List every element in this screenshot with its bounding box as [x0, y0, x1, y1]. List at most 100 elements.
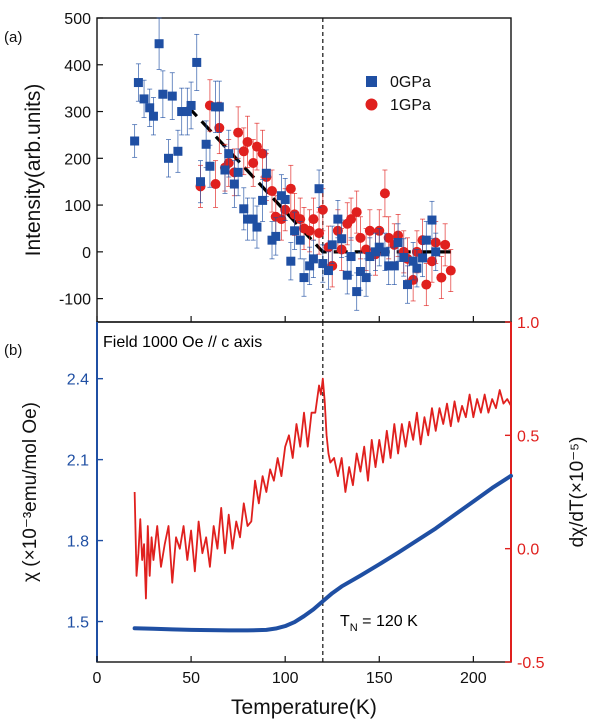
data-point-0gpa [133, 78, 143, 88]
data-point-0gpa [243, 214, 253, 224]
data-point-0gpa [248, 214, 258, 224]
data-point-1gpa [251, 141, 262, 152]
data-point-1gpa [304, 225, 315, 236]
tn-text-rest: = 120 K [358, 613, 418, 630]
data-point-0gpa [299, 273, 309, 283]
data-point-0gpa [374, 242, 384, 252]
data-point-0gpa [186, 100, 196, 110]
data-point-1gpa [210, 179, 221, 190]
x-tick-label: 150 [366, 670, 393, 687]
data-point-1gpa [346, 214, 357, 225]
x-tick-label: 100 [272, 670, 299, 687]
data-point-0gpa [252, 222, 262, 232]
data-point-0gpa [393, 237, 403, 247]
data-point-0gpa [380, 247, 390, 257]
data-point-0gpa [286, 256, 296, 266]
data-point-0gpa [271, 231, 281, 241]
y-tick-label-a: 0 [82, 245, 91, 262]
data-point-0gpa [305, 261, 315, 271]
data-point-0gpa [427, 215, 437, 225]
y-tick-label-a: 100 [64, 198, 91, 215]
data-point-0gpa [355, 266, 365, 276]
data-point-0gpa [365, 252, 375, 262]
data-point-1gpa [285, 183, 296, 194]
data-point-0gpa [361, 273, 371, 283]
data-point-1gpa [351, 207, 362, 218]
data-point-0gpa [239, 204, 249, 214]
tn-subscript: N [350, 622, 358, 634]
data-point-0gpa [314, 184, 324, 194]
data-point-0gpa [295, 235, 305, 245]
data-point-1gpa [242, 136, 253, 147]
panel-b-left-axis-title: χ (×10⁻³emu/mol Oe) [20, 402, 41, 582]
data-point-0gpa [154, 39, 164, 49]
y-tick-label-left: 2.1 [67, 453, 89, 470]
panel-a-label: (a) [4, 29, 22, 46]
tn-text-t: T [340, 613, 350, 630]
data-point-0gpa [421, 235, 431, 245]
field-annotation: Field 1000 Oe // c axis [103, 334, 262, 351]
dchi-dt-line [133, 377, 512, 600]
data-point-0gpa [182, 107, 192, 117]
data-point-0gpa [384, 261, 394, 271]
data-point-0gpa [139, 94, 149, 104]
panel-b-label: (b) [4, 342, 22, 359]
data-point-1gpa [257, 148, 268, 159]
data-point-1gpa [379, 188, 390, 199]
panel-b-right-ticks: -0.5 0.0 0.5 1.0 [505, 315, 545, 672]
data-point-1gpa [238, 146, 249, 157]
data-point-0gpa [389, 261, 399, 271]
tn-annotation: TN = 120 K [340, 613, 418, 634]
panel-a-y-axis-title: Intensity(arb.units) [22, 84, 45, 257]
data-point-0gpa [371, 247, 381, 257]
y-tick-label-left: 1.5 [67, 615, 89, 632]
legend-marker-1gpa [365, 98, 378, 111]
data-point-0gpa [342, 270, 352, 280]
data-point-0gpa [280, 194, 290, 204]
data-point-0gpa [261, 168, 271, 178]
y-tick-label-a: 200 [64, 151, 91, 168]
data-point-1gpa [436, 272, 447, 283]
data-point-0gpa [233, 167, 243, 177]
panel-a-y-axis: -100 0 100 200 300 400 500 [59, 11, 103, 309]
data-point-0gpa [403, 280, 412, 290]
panel-b-frame [96, 321, 512, 663]
data-point-1gpa [364, 225, 375, 236]
data-point-0gpa [418, 253, 428, 263]
data-point-0gpa [130, 136, 140, 146]
x-tick-label: 200 [460, 670, 487, 687]
data-point-0gpa [258, 195, 268, 205]
y-tick-label-a: 400 [64, 58, 91, 75]
panel-b-x-axis: 0 50 100 150 200 [93, 656, 487, 687]
y-tick-label-left: 1.8 [67, 534, 89, 551]
y-tick-label-left: 2.4 [67, 372, 89, 389]
data-point-0gpa [346, 252, 356, 262]
data-point-0gpa [173, 146, 183, 156]
data-point-1gpa [383, 232, 394, 243]
data-point-0gpa [327, 240, 337, 250]
data-point-0gpa [164, 153, 174, 163]
data-point-0gpa [431, 247, 441, 257]
y-tick-label-right: 1.0 [517, 315, 539, 332]
data-point-1gpa [308, 214, 319, 225]
legend-label-1gpa: 1GPa [390, 97, 431, 114]
series-dchi-dt [133, 377, 512, 600]
data-point-1gpa [233, 127, 244, 138]
panel-b-left-ticks: 1.5 1.8 2.1 2.4 [67, 372, 103, 632]
y-tick-label-right: -0.5 [517, 655, 545, 672]
data-point-0gpa [214, 102, 224, 112]
data-point-1gpa [267, 186, 278, 197]
data-point-0gpa [308, 254, 318, 264]
data-point-0gpa [323, 266, 333, 276]
series-chi [132, 473, 513, 633]
data-point-0gpa [333, 214, 343, 224]
data-point-0gpa [158, 89, 168, 99]
data-point-0gpa [192, 57, 202, 67]
data-point-0gpa [408, 256, 418, 266]
x-tick-label: 50 [182, 670, 200, 687]
data-point-1gpa [248, 157, 259, 168]
data-point-1gpa [440, 239, 451, 250]
data-point-1gpa [355, 232, 366, 243]
y-tick-label-a: 300 [64, 105, 91, 122]
